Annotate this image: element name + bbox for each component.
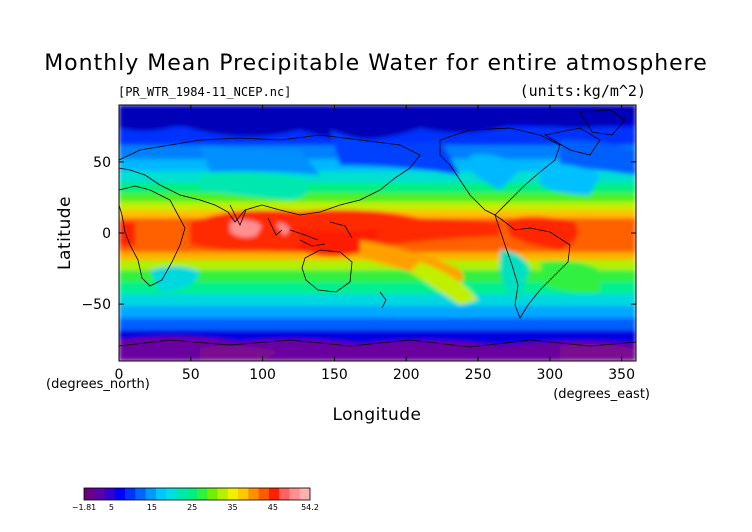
colorbar-tick-label: −1.81 bbox=[72, 503, 97, 512]
colorbar-swatch bbox=[207, 488, 218, 500]
colorbar-swatch bbox=[289, 488, 301, 500]
y-tick-label: 0 bbox=[102, 226, 111, 242]
x-tick-label: 300 bbox=[536, 367, 563, 383]
colorbar-swatch bbox=[104, 488, 116, 500]
x-tick-label: 50 bbox=[182, 367, 200, 383]
x-tick-label: 350 bbox=[608, 367, 635, 383]
colorbar-swatch bbox=[135, 488, 147, 500]
colorbar-swatch bbox=[197, 488, 208, 500]
colorbar: −1.81 5 15 25 35 45 54.2 bbox=[72, 487, 319, 512]
colorbar-tick-label: 25 bbox=[187, 503, 197, 512]
colorbar-swatch bbox=[279, 488, 290, 500]
x-tick-label: 0 bbox=[115, 367, 124, 383]
colorbar-swatch bbox=[145, 488, 157, 500]
colorbar-frame bbox=[83, 487, 311, 501]
y-unit-label: (degrees_north) bbox=[46, 377, 150, 392]
colorbar-tick-label: 35 bbox=[227, 503, 237, 512]
colorbar-swatch bbox=[258, 488, 270, 500]
colorbar-swatch bbox=[94, 488, 105, 500]
colorbar-tick-label: 15 bbox=[147, 503, 157, 512]
colorbar-tick-label: 45 bbox=[268, 503, 278, 512]
x-tick-label: 100 bbox=[249, 367, 276, 383]
y-axis-label: Latitude bbox=[55, 196, 75, 270]
colorbar-swatch bbox=[125, 488, 136, 500]
x-axis: 0 50 100 150 200 250 300 350 bbox=[115, 105, 635, 383]
y-tick-label: 50 bbox=[93, 155, 111, 171]
colorbar-swatch bbox=[155, 488, 167, 500]
colorbar-swatch bbox=[84, 488, 95, 500]
colorbar-swatch bbox=[268, 488, 280, 500]
coastlines bbox=[119, 109, 636, 348]
x-tick-label: 150 bbox=[321, 367, 348, 383]
x-unit-label: (degrees_east) bbox=[553, 387, 650, 402]
colorbar-swatch bbox=[176, 488, 188, 500]
colorbar-swatch bbox=[217, 488, 229, 500]
x-tick-label: 200 bbox=[393, 367, 420, 383]
precipitable-water-field bbox=[119, 105, 636, 361]
colorbar-swatch bbox=[248, 488, 260, 500]
colorbar-tick-label: 5 bbox=[109, 503, 114, 512]
colorbar-tick-label: 54.2 bbox=[301, 503, 319, 512]
map-title: Monthly Mean Precipitable Water for enti… bbox=[44, 51, 708, 76]
colorbar-swatch bbox=[238, 488, 249, 500]
colorbar-swatch bbox=[227, 488, 239, 500]
x-axis-label: Longitude bbox=[332, 405, 421, 425]
x-tick-label: 250 bbox=[465, 367, 492, 383]
y-axis: −50 0 50 bbox=[81, 155, 636, 313]
units-label: (units:kg/m^2) bbox=[520, 82, 646, 100]
colorbar-swatch bbox=[299, 488, 311, 500]
colorbar-swatch bbox=[114, 488, 126, 500]
colorbar-swatch bbox=[186, 488, 198, 500]
y-tick-label: −50 bbox=[81, 297, 111, 313]
colorbar-swatch bbox=[166, 488, 177, 500]
file-label: [PR_WTR_1984-11_NCEP.nc] bbox=[118, 85, 291, 99]
